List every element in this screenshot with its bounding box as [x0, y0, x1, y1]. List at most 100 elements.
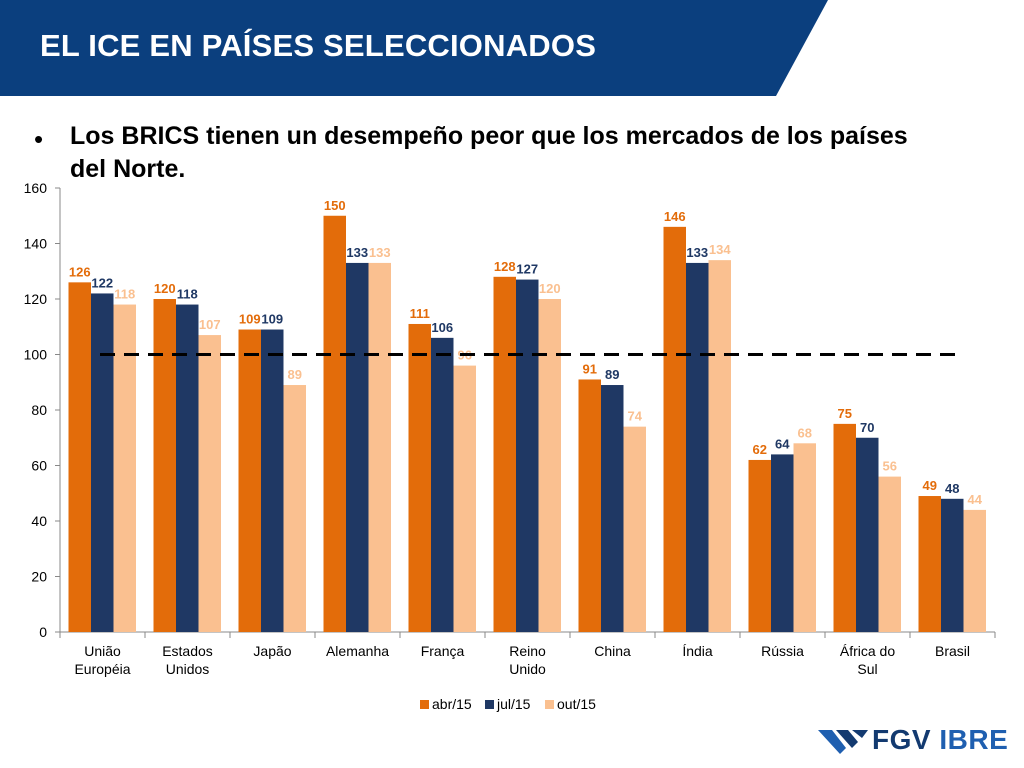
- bar: [793, 443, 816, 632]
- x-tick-label: Japão: [253, 643, 291, 659]
- data-label: 109: [239, 312, 261, 327]
- data-label: 134: [709, 242, 731, 257]
- data-label: 62: [753, 442, 767, 457]
- x-tick-label: União: [84, 643, 121, 659]
- bullet-marker: •: [34, 124, 44, 154]
- data-label: 133: [369, 245, 391, 260]
- logo-fgv-text: FGV: [872, 724, 932, 755]
- bar: [283, 385, 306, 632]
- bar: [663, 226, 686, 632]
- legend-swatch: [420, 700, 429, 709]
- x-tick-label: África do: [840, 643, 895, 659]
- bar: [538, 299, 561, 632]
- data-label: 120: [539, 281, 561, 296]
- data-label: 74: [628, 409, 643, 424]
- y-tick-label: 160: [24, 180, 48, 196]
- bar: [453, 365, 476, 632]
- x-tick-label: Estados: [162, 643, 213, 659]
- x-tick-label: Índia: [682, 643, 713, 659]
- bar: [431, 337, 454, 632]
- data-label: 91: [583, 361, 597, 376]
- x-tick-label: Brasil: [935, 643, 970, 659]
- bar: [516, 279, 539, 632]
- data-label: 70: [860, 420, 874, 435]
- data-label: 150: [324, 198, 346, 213]
- y-tick-label: 80: [31, 402, 47, 418]
- x-tick-label: Européia: [74, 661, 130, 677]
- x-tick-label: Sul: [857, 661, 877, 677]
- bullet-text: Los BRICS tienen un desempeño peor que l…: [70, 122, 908, 183]
- data-label: 49: [923, 478, 937, 493]
- x-tick-label: França: [421, 643, 465, 659]
- bar: [686, 262, 709, 632]
- data-label: 128: [494, 259, 516, 274]
- slide-title: EL ICE EN PAÍSES SELECCIONADOS: [40, 28, 597, 63]
- header-band: [0, 0, 828, 96]
- bar: [878, 476, 901, 632]
- data-label: 146: [664, 209, 686, 224]
- fgv-ibre-logo: FGV IBRE: [818, 724, 1018, 760]
- y-tick-label: 20: [31, 569, 47, 585]
- y-tick-label: 40: [31, 513, 47, 529]
- legend-swatch: [485, 700, 494, 709]
- bar: [91, 293, 114, 632]
- legend-label: jul/15: [496, 696, 531, 712]
- x-tick-label: Unidos: [166, 661, 210, 677]
- y-tick-label: 120: [24, 291, 48, 307]
- bar: [346, 262, 369, 632]
- y-tick-label: 0: [39, 624, 47, 640]
- y-tick-label: 60: [31, 458, 47, 474]
- bar: [941, 498, 964, 632]
- bar: [708, 260, 731, 632]
- data-label: 107: [199, 317, 221, 332]
- bar: [113, 304, 136, 632]
- data-label: 64: [775, 436, 790, 451]
- legend-swatch: [545, 700, 554, 709]
- bar: [578, 379, 601, 632]
- data-label: 133: [686, 245, 708, 260]
- data-label: 122: [91, 275, 113, 290]
- data-label: 118: [177, 287, 198, 302]
- bar: [856, 437, 879, 632]
- bar: [153, 299, 176, 632]
- legend-label: out/15: [557, 696, 596, 712]
- y-tick-label: 100: [24, 347, 48, 363]
- data-label: 133: [346, 245, 368, 260]
- data-label: 118: [114, 287, 135, 302]
- bar: [493, 276, 516, 632]
- bar: [368, 262, 391, 632]
- bar: [833, 423, 856, 632]
- fgv-logo-mark: [818, 730, 868, 754]
- y-tick-label: 140: [24, 236, 48, 252]
- data-label: 56: [883, 459, 897, 474]
- bar: [323, 215, 346, 632]
- logo-text: FGV IBRE: [872, 724, 1008, 756]
- data-label: 106: [431, 320, 453, 335]
- logo-ibre-text: IBRE: [939, 724, 1009, 755]
- bar: [261, 329, 284, 632]
- bar: [771, 454, 794, 632]
- data-label: 127: [516, 262, 538, 277]
- header-background: [0, 0, 828, 96]
- x-tick-label: Rússia: [761, 643, 804, 659]
- x-tick-label: Alemanha: [326, 643, 389, 659]
- x-tick-label: China: [594, 643, 631, 659]
- data-label: 68: [798, 425, 812, 440]
- bar: [238, 329, 261, 632]
- data-label: 89: [288, 367, 302, 382]
- data-label: 109: [261, 312, 283, 327]
- data-label: 75: [838, 406, 852, 421]
- data-label: 48: [945, 481, 959, 496]
- bar: [963, 509, 986, 632]
- bar: [198, 335, 221, 632]
- data-label: 111: [410, 306, 430, 321]
- bar: [623, 426, 646, 632]
- data-label: 120: [154, 281, 176, 296]
- x-tick-label: Reino: [509, 643, 546, 659]
- data-label: 44: [968, 492, 983, 507]
- data-label: 89: [605, 367, 619, 382]
- bar: [601, 385, 624, 632]
- bar: [408, 323, 431, 632]
- bar: [918, 496, 941, 632]
